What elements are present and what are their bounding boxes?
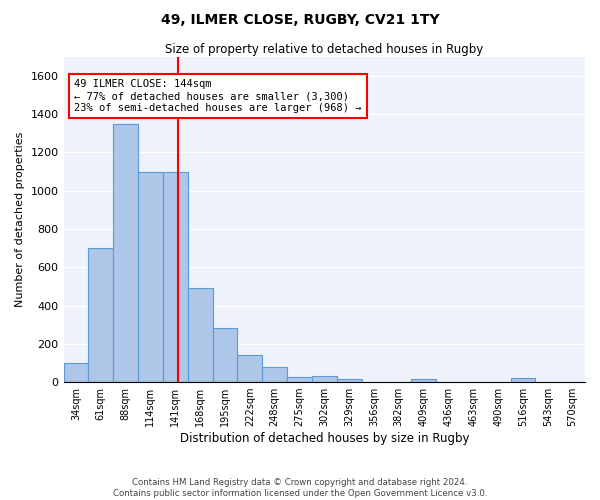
Bar — [212, 328, 238, 382]
Text: 49 ILMER CLOSE: 144sqm
← 77% of detached houses are smaller (3,300)
23% of semi-: 49 ILMER CLOSE: 144sqm ← 77% of detached… — [74, 80, 361, 112]
Bar — [113, 124, 138, 382]
Bar — [287, 378, 312, 382]
Bar — [337, 379, 362, 382]
Bar — [88, 248, 113, 382]
Title: Size of property relative to detached houses in Rugby: Size of property relative to detached ho… — [165, 42, 484, 56]
Bar — [163, 172, 188, 382]
Text: 49, ILMER CLOSE, RUGBY, CV21 1TY: 49, ILMER CLOSE, RUGBY, CV21 1TY — [161, 12, 439, 26]
X-axis label: Distribution of detached houses by size in Rugby: Distribution of detached houses by size … — [179, 432, 469, 445]
Bar — [511, 378, 535, 382]
Bar — [262, 367, 287, 382]
Text: Contains HM Land Registry data © Crown copyright and database right 2024.
Contai: Contains HM Land Registry data © Crown c… — [113, 478, 487, 498]
Bar — [312, 376, 337, 382]
Bar — [64, 363, 88, 382]
Y-axis label: Number of detached properties: Number of detached properties — [15, 132, 25, 307]
Bar — [188, 288, 212, 382]
Bar — [411, 379, 436, 382]
Bar — [238, 356, 262, 382]
Bar — [138, 172, 163, 382]
